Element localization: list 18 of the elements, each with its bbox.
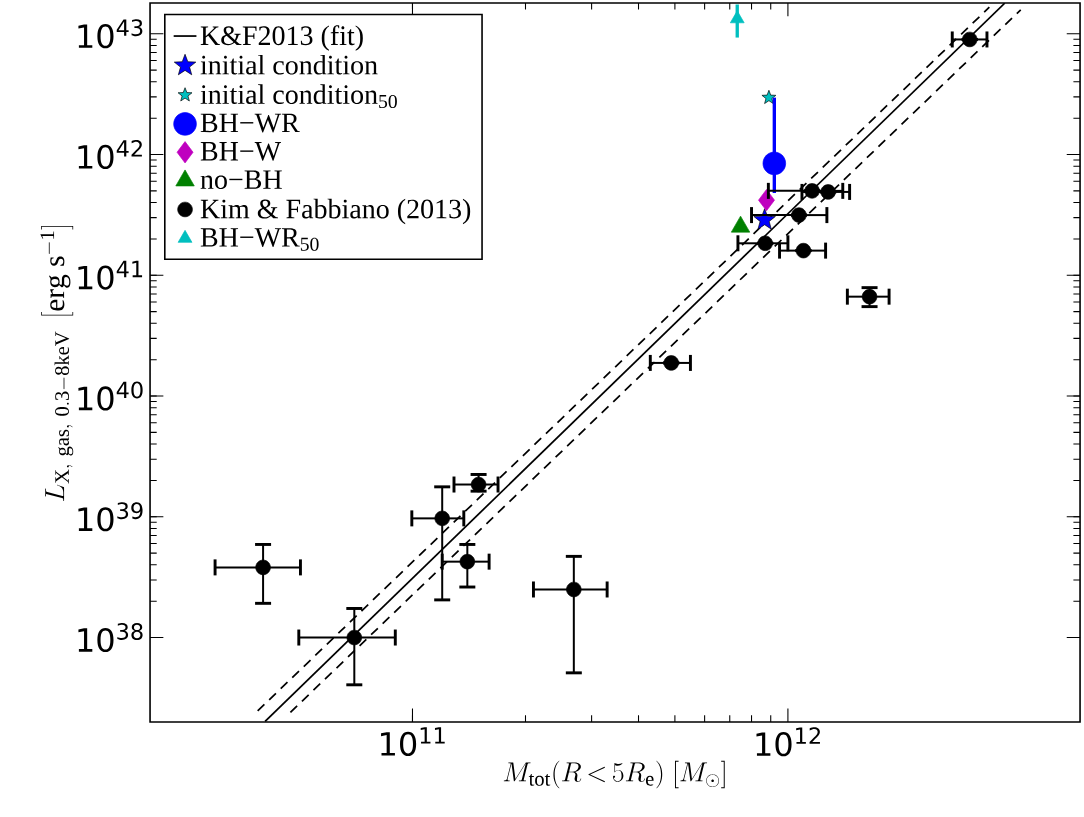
y-tick-label: 10$^{40}$ [78,381,143,411]
y-tick-label: 10$^{43}$ [78,19,143,49]
x-tick-label: 10$^{12}$ [756,727,820,757]
y-tick-label: 10$^{38}$ [78,622,143,653]
legend-label: BH−W [200,142,282,161]
y-tick-label: 10$^{39}$ [78,502,143,532]
y-tick-label: 10$^{41}$ [78,260,143,290]
legend-label: K&F2013 (fit) [200,25,363,51]
x-tick-label: 10$^{11}$ [381,727,445,757]
x-axis-title: $M_{\rm tot}(R\,{<}\,5R_{\rm e})\ [M_\odot]$ [503,760,725,789]
legend-label: BH−WR$_{50}$ [200,228,319,251]
legend-label: Kim & Fabbiano (2013) [200,198,471,225]
y-axis-title: $L_{\rm X,\ gas,\ 0.3-8keV}\ \left[{\rm erg\ s^{-1}}\right]$ [40,225,74,501]
legend-label: initial condition [200,54,378,75]
legend-label: no−BH [200,170,282,190]
y-tick-label: 10$^{42}$ [78,139,142,170]
legend-label: initial condition$_{50}$ [200,84,397,109]
legend-label: BH−WR [200,113,300,133]
